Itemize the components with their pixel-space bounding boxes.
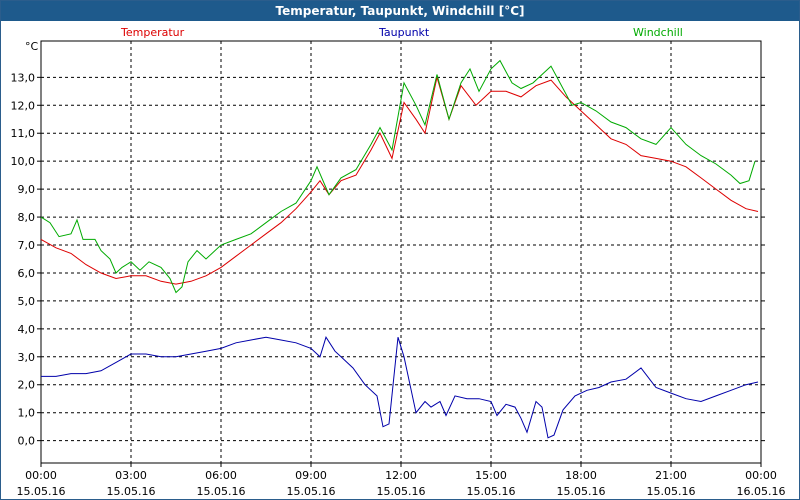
series-line-temperatur — [40, 77, 759, 285]
x-tick-time-label: 15:00 — [475, 469, 507, 482]
x-tick-time-label: 06:00 — [205, 469, 237, 482]
legend-label-taupunkt: Taupunkt — [379, 26, 430, 39]
y-tick-label: 3,0 — [18, 351, 36, 364]
y-tick-label: 9,0 — [18, 183, 36, 196]
y-tick-label: 5,0 — [18, 295, 36, 308]
y-tick-label: 6,0 — [18, 267, 36, 280]
x-tick-time-label: 03:00 — [115, 469, 147, 482]
chart-title: Temperatur, Taupunkt, Windchill [°C] — [275, 4, 525, 18]
y-tick-label: 4,0 — [18, 323, 36, 336]
x-tick-time-label: 18:00 — [565, 469, 597, 482]
y-tick-label: 7,0 — [18, 239, 36, 252]
x-tick-time-label: 21:00 — [655, 469, 687, 482]
legend-label-temperatur: Temperatur — [121, 26, 185, 39]
grid-lines — [41, 41, 761, 463]
chart-title-bar: Temperatur, Taupunkt, Windchill [°C] — [1, 1, 799, 21]
y-tick-label: 8,0 — [18, 211, 36, 224]
series-line-windchill — [40, 59, 756, 294]
x-tick-time-label: 12:00 — [385, 469, 417, 482]
x-tick-time-label: 00:00 — [745, 469, 777, 482]
y-tick-label: 10,0 — [11, 155, 36, 168]
x-tick-date-label: 15.05.16 — [107, 485, 156, 498]
y-tick-label: 0,0 — [18, 435, 36, 448]
x-tick-date-label: 15.05.16 — [17, 485, 66, 498]
x-tick-date-label: 15.05.16 — [467, 485, 516, 498]
series-lines — [40, 59, 759, 439]
x-tick-date-label: 16.05.16 — [737, 485, 786, 498]
legend-windchill: Windchill — [633, 26, 683, 39]
legend-temperatur: Temperatur — [121, 26, 184, 39]
x-tick-date-label: 15.05.16 — [557, 485, 606, 498]
series-line-taupunkt — [41, 336, 759, 439]
y-axis-ticks: 0,0 1,0 2,0 3,0 4,0 5,0 6,0 7,0 8,0 9,0 10,0 11,0 12… — [11, 71, 765, 448]
x-tick-time-label: 00:00 — [25, 469, 57, 482]
y-tick-label: 13,0 — [11, 71, 36, 84]
x-axis-ticks: 00:00 15.05.16 03:00 15.05.16 06:00 15.05.16 0… — [17, 463, 786, 498]
y-tick-label: 12,0 — [11, 99, 36, 112]
legend-taupunkt: Taupunkt — [379, 26, 429, 39]
y-axis-unit-label: °C — [25, 40, 39, 53]
y-tick-label: 11,0 — [11, 127, 36, 140]
legend-label-windchill: Windchill — [633, 26, 683, 39]
x-tick-date-label: 15.05.16 — [647, 485, 696, 498]
x-tick-date-label: 15.05.16 — [197, 485, 246, 498]
y-tick-label: 2,0 — [18, 379, 36, 392]
x-tick-time-label: 09:00 — [295, 469, 327, 482]
y-tick-label: 1,0 — [18, 407, 36, 420]
x-tick-date-label: 15.05.16 — [377, 485, 426, 498]
x-tick-date-label: 15.05.16 — [287, 485, 336, 498]
